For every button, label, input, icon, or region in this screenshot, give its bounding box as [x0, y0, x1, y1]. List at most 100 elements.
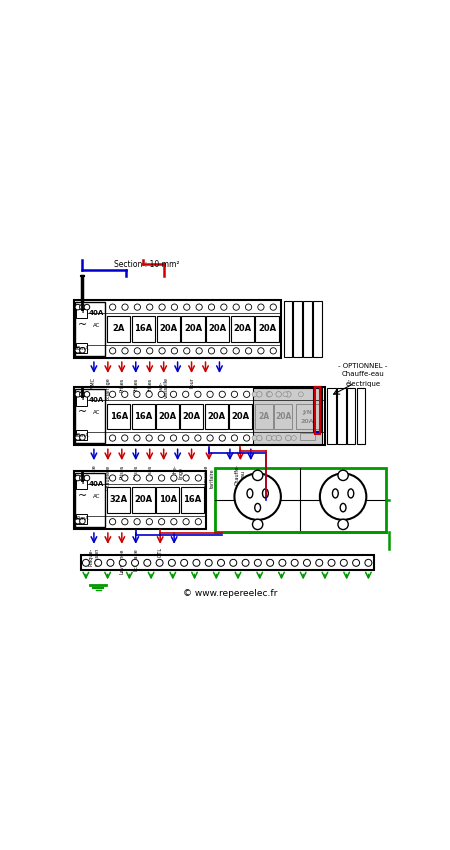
- Circle shape: [156, 559, 163, 566]
- Bar: [206, 316, 230, 342]
- Circle shape: [82, 559, 90, 566]
- Bar: [74, 471, 206, 529]
- Circle shape: [283, 392, 288, 397]
- Circle shape: [146, 391, 152, 398]
- Circle shape: [159, 348, 165, 354]
- Bar: [356, 388, 365, 444]
- Text: 30mA: 30mA: [75, 433, 89, 438]
- Circle shape: [109, 518, 116, 525]
- Bar: [74, 300, 281, 358]
- Ellipse shape: [348, 489, 354, 498]
- Text: 40A: 40A: [89, 397, 104, 403]
- Text: Lave-
vaisselle: Lave- vaisselle: [158, 377, 169, 399]
- Circle shape: [146, 518, 153, 525]
- Text: Prises: Prises: [133, 464, 138, 479]
- Text: 20A: 20A: [275, 411, 292, 421]
- Circle shape: [243, 435, 250, 441]
- Circle shape: [242, 559, 249, 566]
- Bar: [107, 404, 130, 429]
- Circle shape: [80, 518, 85, 524]
- Circle shape: [75, 475, 81, 481]
- Bar: [300, 433, 315, 440]
- Circle shape: [234, 473, 281, 520]
- Circle shape: [303, 559, 310, 566]
- Bar: [303, 301, 312, 357]
- Bar: [181, 316, 205, 342]
- Text: Commande
tarifaire: Commande tarifaire: [203, 464, 214, 493]
- Bar: [74, 388, 325, 445]
- Circle shape: [205, 559, 212, 566]
- Circle shape: [168, 559, 176, 566]
- Text: Prises: Prises: [119, 464, 124, 479]
- Circle shape: [276, 392, 281, 397]
- Circle shape: [171, 348, 178, 354]
- Circle shape: [207, 391, 213, 398]
- Circle shape: [134, 348, 140, 354]
- Circle shape: [256, 435, 262, 441]
- Circle shape: [134, 304, 140, 310]
- Circle shape: [219, 435, 225, 441]
- Circle shape: [180, 559, 188, 566]
- Circle shape: [245, 304, 252, 310]
- Text: 20A: 20A: [207, 411, 225, 421]
- Circle shape: [256, 392, 262, 397]
- Bar: [313, 301, 322, 357]
- Text: 40A: 40A: [89, 481, 104, 487]
- Circle shape: [122, 435, 128, 441]
- Text: 30mA: 30mA: [75, 346, 89, 350]
- Bar: [75, 389, 105, 443]
- Circle shape: [183, 435, 189, 441]
- Text: Eclairage: Eclairage: [105, 377, 110, 400]
- Circle shape: [286, 392, 291, 397]
- Text: 20A: 20A: [134, 496, 152, 504]
- Bar: [76, 392, 87, 405]
- Text: Prises: Prises: [133, 377, 138, 392]
- Circle shape: [171, 391, 177, 398]
- Circle shape: [80, 348, 85, 353]
- Circle shape: [80, 475, 85, 481]
- Text: 16A: 16A: [109, 411, 128, 421]
- Text: PC GTL: PC GTL: [158, 548, 163, 565]
- Circle shape: [171, 304, 178, 310]
- Circle shape: [109, 348, 116, 354]
- Bar: [157, 316, 180, 342]
- Bar: [131, 404, 154, 429]
- Circle shape: [252, 392, 257, 397]
- Circle shape: [267, 559, 274, 566]
- Circle shape: [195, 391, 201, 398]
- Circle shape: [286, 435, 291, 441]
- Circle shape: [134, 435, 140, 441]
- Bar: [293, 301, 302, 357]
- Circle shape: [183, 391, 189, 398]
- Circle shape: [158, 518, 165, 525]
- Bar: [315, 388, 320, 434]
- Circle shape: [84, 475, 90, 481]
- Circle shape: [231, 391, 238, 398]
- Circle shape: [184, 348, 190, 354]
- Circle shape: [109, 391, 116, 398]
- Bar: [337, 388, 346, 444]
- Text: 30mA: 30mA: [75, 517, 89, 521]
- Circle shape: [258, 348, 264, 354]
- Circle shape: [195, 475, 202, 481]
- Circle shape: [208, 304, 215, 310]
- Circle shape: [266, 435, 272, 441]
- Circle shape: [243, 391, 250, 398]
- Bar: [132, 316, 155, 342]
- Circle shape: [338, 519, 348, 530]
- Circle shape: [267, 392, 272, 397]
- Bar: [107, 316, 130, 342]
- Circle shape: [266, 392, 272, 397]
- Text: ~: ~: [78, 407, 87, 417]
- Circle shape: [84, 304, 90, 310]
- Circle shape: [217, 559, 225, 566]
- Circle shape: [158, 391, 164, 398]
- Text: 10A: 10A: [159, 496, 177, 504]
- Ellipse shape: [333, 489, 338, 498]
- Text: Prises: Prises: [147, 377, 152, 392]
- Circle shape: [258, 304, 264, 310]
- Circle shape: [84, 392, 90, 397]
- Circle shape: [146, 435, 152, 441]
- Text: 16A: 16A: [134, 411, 152, 421]
- Text: ~: ~: [78, 320, 87, 331]
